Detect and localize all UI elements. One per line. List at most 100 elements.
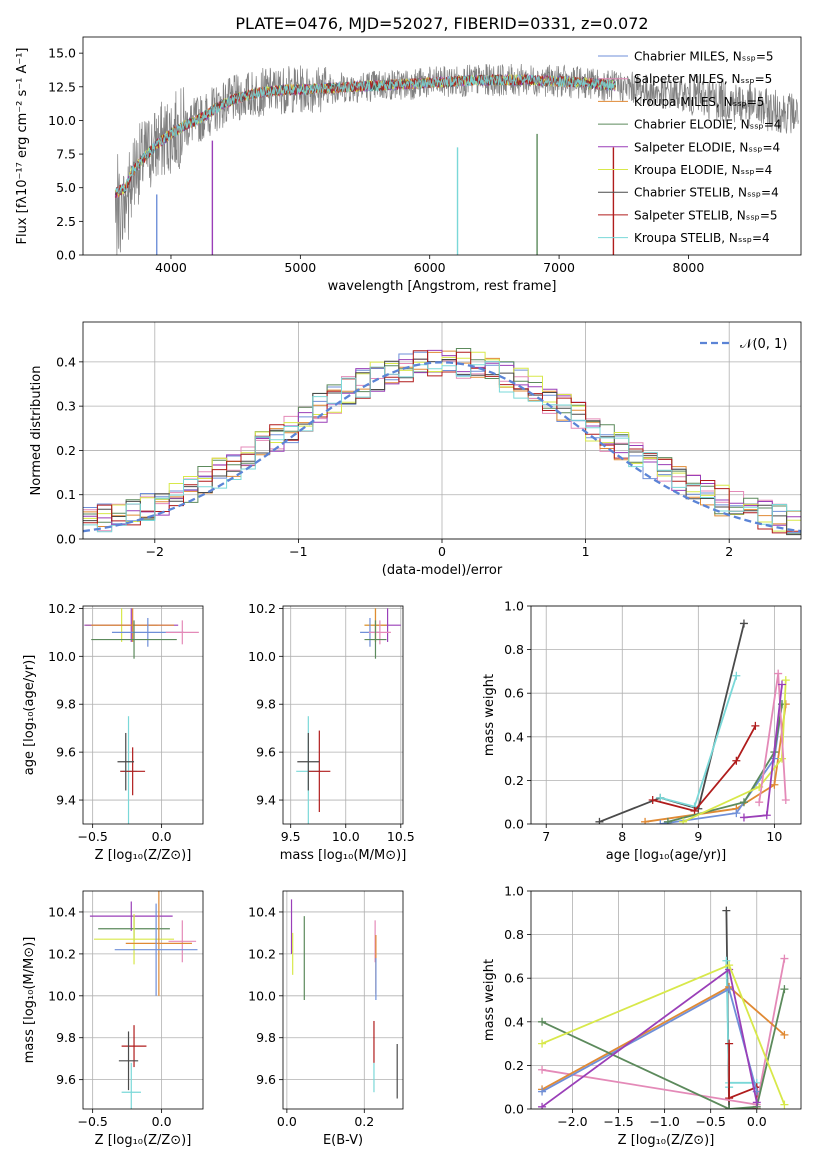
x-tick-label: −0.5 <box>696 1114 726 1129</box>
y-axis-label: mass [log₁₀(M/M⊙)] <box>22 937 37 1064</box>
mass-vs-z-plot-area <box>89 891 198 1109</box>
axes-frame <box>282 890 404 1110</box>
weight-line-chabrier-miles <box>541 987 758 1093</box>
y-tick-label: 10.2 <box>248 601 276 616</box>
weight-marker-salpeter-stelib <box>725 1039 734 1048</box>
axes-frame <box>282 605 404 825</box>
age-vs-z-panel: −0.5 0.0 9.4 9.6 9.8 10.0 10.2 Z [log₁₀(Z/Z⊙)] a… <box>22 601 204 863</box>
y-tick-label: 0.0 <box>504 1102 524 1117</box>
y-tick-label: 9.8 <box>256 697 276 712</box>
weight-marker-kroupa-miles <box>770 780 779 789</box>
x-axis-label: age [log₁₀(age/yr)] <box>606 848 727 863</box>
weight-marker-salpeter-elodie <box>538 1102 547 1109</box>
weight-marker-kroupa-elodie <box>777 754 786 763</box>
y-tick-label: 9.4 <box>256 793 276 808</box>
residual-hist-chabrier-stelib <box>83 358 801 536</box>
model-line-salpeter-miles <box>114 73 617 199</box>
residual-hist-kroupa-stelib <box>83 361 801 533</box>
weight-marker-salpeter-miles <box>755 798 764 807</box>
y-tick-label: 0.4 <box>56 354 76 369</box>
weight-line-kroupa-elodie <box>682 680 787 823</box>
x-tick-label: 0.0 <box>152 1114 172 1129</box>
y-tick-label: 10.0 <box>248 988 276 1003</box>
y-tick-label: 5.0 <box>56 180 76 195</box>
weight-marker-salpeter-stelib <box>732 756 741 765</box>
spectrum-legend: Chabrier MILES, Nₛₛₚ=5 Salpeter MILES, Nₛ… <box>598 50 781 245</box>
legend-entry: Salpeter MILES, Nₛₛₚ=5 <box>634 72 772 86</box>
weight-marker-kroupa-elodie <box>781 676 790 685</box>
x-tick-label: 0.0 <box>277 1114 297 1129</box>
y-tick-label: 9.8 <box>256 1030 276 1045</box>
y-tick-label: 10.2 <box>248 946 276 961</box>
weights-vs-z-panel: −2.0 −1.5 −1.0 −0.5 0.0 0.0 0.2 0.4 0.6 0.8 1.0 Z [… <box>482 884 802 1148</box>
y-tick-label: 9.6 <box>56 1072 76 1087</box>
weight-marker-chabrier-stelib <box>722 906 731 915</box>
weight-marker-salpeter-elodie <box>752 1098 761 1107</box>
x-tick-label: −2.0 <box>557 1114 587 1129</box>
x-axis-label: Z [log₁₀(Z/Z⊙)] <box>95 848 192 863</box>
mass-vs-z-panel: −0.5 0.0 9.6 9.8 10.0 10.2 10.4 Z [log₁₀(Z/Z⊙)]… <box>22 890 204 1148</box>
weights-vs-age-plot-area <box>595 619 790 824</box>
y-axis-label: mass weight <box>482 959 497 1041</box>
mass-vs-ebv-panel: 0.0 0.2 9.6 9.8 10.0 10.2 10.4 E(B-V) <box>248 890 404 1148</box>
y-tick-label: 10.4 <box>48 904 76 919</box>
weight-marker-kroupa-stelib <box>732 671 741 680</box>
y-tick-label: 12.5 <box>48 79 76 94</box>
y-tick-label: 9.6 <box>56 745 76 760</box>
x-tick-label: −0.5 <box>77 1114 107 1129</box>
x-tick-label: 0.2 <box>354 1114 374 1129</box>
weight-marker-kroupa-elodie <box>538 1039 547 1048</box>
y-tick-label: 0.0 <box>56 248 76 263</box>
y-tick-label: 1.0 <box>504 599 524 614</box>
x-tick-label: −0.5 <box>77 829 107 844</box>
y-tick-label: 0.3 <box>56 399 76 414</box>
legend-entry: Kroupa ELODIE, Nₛₛₚ=4 <box>634 163 772 177</box>
weight-marker-salpeter-stelib <box>690 806 699 815</box>
legend-entry: 𝒩(0, 1) <box>740 337 787 352</box>
weight-marker-kroupa-elodie <box>679 817 688 824</box>
y-tick-label: 9.4 <box>56 793 76 808</box>
model-line-kroupa-miles <box>114 74 616 198</box>
x-tick-label: −1 <box>289 544 307 559</box>
residual-hist-kroupa-elodie <box>83 351 801 532</box>
model-line-chabrier-stelib <box>114 74 617 196</box>
legend-entry: Chabrier ELODIE, Nₛₛₚ=4 <box>634 118 781 132</box>
y-axis-label: Flux [fλ10⁻¹⁷ erg cm⁻² s⁻¹ A⁻¹] <box>15 48 30 245</box>
y-tick-label: 1.0 <box>504 884 524 899</box>
legend-entry: Kroupa STELIB, Nₛₛₚ=4 <box>634 231 770 245</box>
model-line-chabrier-elodie <box>114 74 617 199</box>
y-tick-label: 0.4 <box>504 729 524 744</box>
weight-marker-chabrier-miles <box>732 809 741 818</box>
legend-entry: Salpeter STELIB, Nₛₛₚ=5 <box>634 208 778 222</box>
y-axis-label: mass weight <box>482 674 497 756</box>
weight-marker-kroupa-stelib <box>722 956 731 965</box>
weight-marker-chabrier-elodie <box>739 798 748 807</box>
weight-marker-salpeter-elodie <box>777 680 786 689</box>
y-tick-label: 0.2 <box>504 1058 524 1073</box>
age-vs-mass-panel: 9.5 10.0 10.5 9.4 9.6 9.8 10.0 10.2 mass [log₁₀(… <box>248 601 415 863</box>
weight-marker-kroupa-miles <box>780 1030 789 1039</box>
y-tick-label: 10.2 <box>48 601 76 616</box>
mass-vs-ebv-plot-area <box>290 899 398 1099</box>
weight-marker-kroupa-elodie <box>780 1100 789 1109</box>
x-axis-label: Z [log₁₀(Z/Z⊙)] <box>95 1133 192 1148</box>
weight-marker-chabrier-elodie <box>725 1105 734 1109</box>
weight-line-salpeter-stelib <box>652 725 757 812</box>
residual-hist-salpeter-stelib <box>83 350 801 534</box>
y-tick-label: 15.0 <box>48 46 76 61</box>
weight-marker-salpeter-stelib <box>751 721 760 730</box>
x-axis-label: E(B-V) <box>323 1133 363 1148</box>
x-tick-label: 4000 <box>155 260 187 275</box>
weights-vs-z-plot-area <box>538 906 789 1109</box>
y-tick-label: 7.5 <box>56 147 76 162</box>
y-tick-label: 10.0 <box>48 988 76 1003</box>
age-vs-mass-plot-area <box>296 608 401 824</box>
x-tick-label: 8 <box>618 829 626 844</box>
spectrum-plot-area <box>114 63 799 255</box>
weight-marker-salpeter-stelib <box>648 796 657 805</box>
y-tick-label: 10.0 <box>48 113 76 128</box>
residuals-plot-area <box>83 348 801 536</box>
spectrum-panel: 4000 5000 6000 7000 8000 0.0 2.5 5.0 7.5 10.0 12.5… <box>15 36 802 294</box>
y-tick-label: 0.2 <box>504 773 524 788</box>
